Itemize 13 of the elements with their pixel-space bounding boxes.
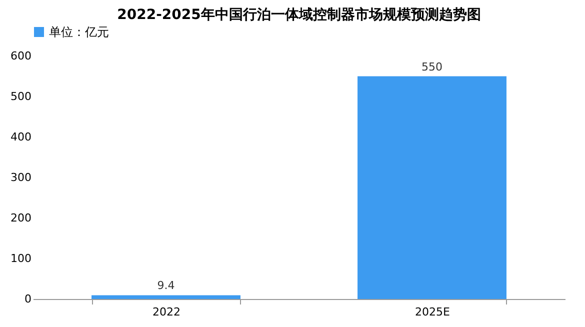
- y-tick-label: 600: [10, 50, 32, 62]
- x-tick-label: 2022: [152, 306, 180, 318]
- x-tick-label: 2025E: [415, 306, 450, 318]
- y-tick-label: 0: [24, 292, 32, 306]
- y-tick-label: 500: [10, 90, 32, 103]
- y-tick-label: 100: [10, 252, 32, 265]
- y-tick-label: 300: [10, 171, 32, 184]
- y-tick-label: 200: [10, 212, 32, 224]
- y-tick-label: 400: [10, 130, 32, 144]
- data-label: 9.4: [157, 279, 175, 292]
- legend-label: 单位：亿元: [49, 25, 109, 39]
- chart-title: 2022-2025年中国行泊一体域控制器市场规模预测趋势图: [117, 6, 481, 23]
- data-label: 550: [422, 60, 442, 74]
